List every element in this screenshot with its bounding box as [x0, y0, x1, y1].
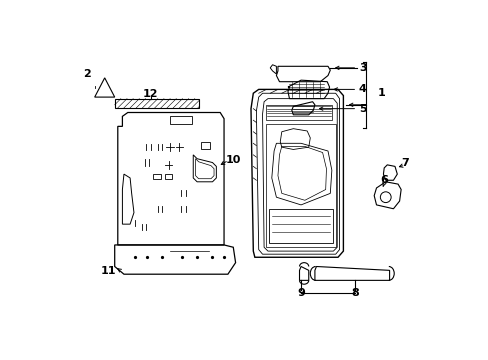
Bar [164, 174, 172, 180]
Text: 5: 5 [358, 104, 366, 114]
Text: 8: 8 [350, 288, 358, 298]
Text: 11: 11 [101, 266, 116, 276]
Bar [115, 99, 199, 108]
Text: 2: 2 [83, 69, 91, 79]
Text: 3: 3 [358, 63, 366, 73]
Text: 4: 4 [358, 84, 366, 94]
Text: 1: 1 [377, 88, 385, 98]
Text: 12: 12 [143, 89, 158, 99]
Text: 10: 10 [225, 155, 241, 165]
Bar [201, 142, 210, 149]
Bar [170, 116, 191, 124]
Text: 9: 9 [297, 288, 305, 298]
Text: 7: 7 [400, 158, 408, 167]
Bar [153, 174, 161, 180]
Text: 6: 6 [380, 175, 387, 185]
